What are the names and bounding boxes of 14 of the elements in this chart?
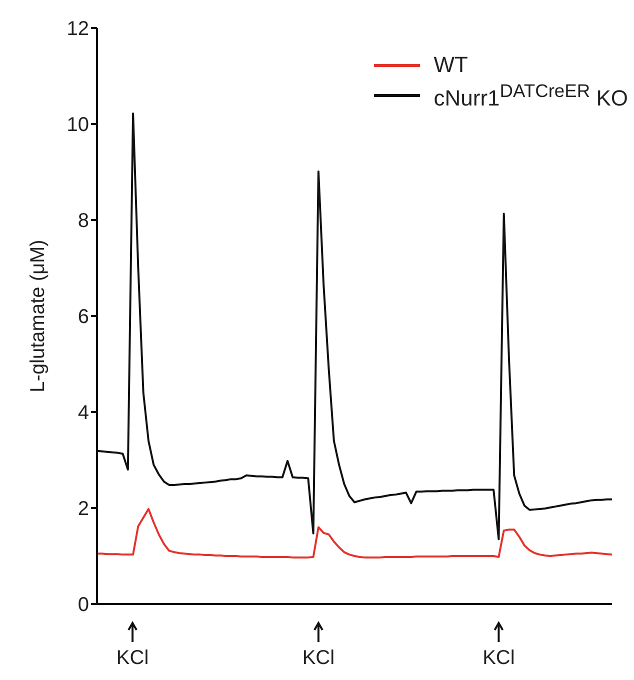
text: KCl — [482, 647, 515, 669]
y-tick-label: 10 — [66, 114, 89, 136]
legend-label: cNurr1$^{DATCreER}$ KO — [434, 80, 628, 112]
text: KCl — [116, 647, 149, 669]
legend-label: WT — [434, 52, 468, 78]
y-tick-label: 6 — [78, 306, 89, 328]
y-tick-label: 8 — [78, 210, 89, 232]
line-series — [96, 508, 613, 558]
y-axis-title: L-glutamate (μM) — [27, 240, 50, 392]
y-tick-label: 2 — [78, 498, 89, 520]
text: KCl — [302, 647, 335, 669]
y-tick-label: 0 — [78, 594, 89, 616]
y-tick-label: 12 — [66, 18, 89, 40]
y-tick-label: 4 — [78, 402, 89, 424]
